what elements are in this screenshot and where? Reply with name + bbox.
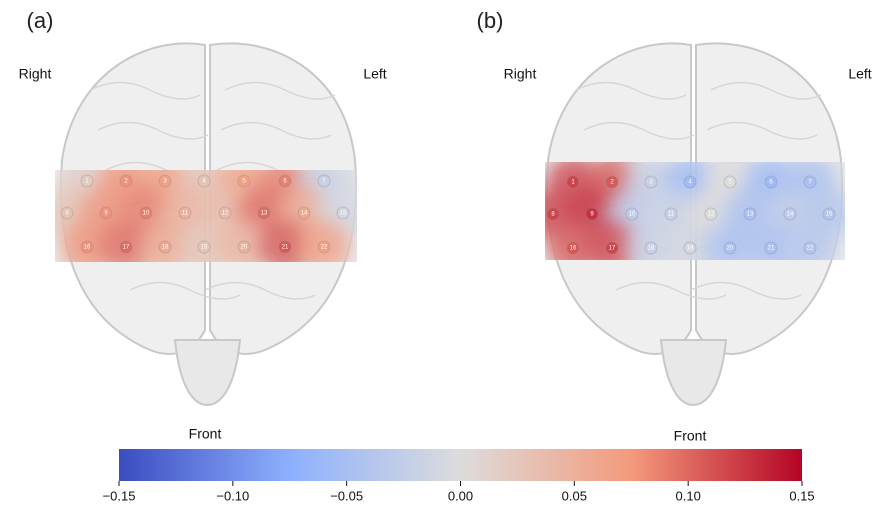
channel-label: 22 bbox=[321, 245, 328, 251]
channel-label: 10 bbox=[629, 212, 636, 218]
channel-label: 11 bbox=[668, 212, 675, 218]
colorbar-tick-label: 0.10 bbox=[676, 488, 701, 503]
heatmap bbox=[527, 156, 855, 274]
colorbar-tick-label: 0.15 bbox=[789, 488, 814, 503]
channel-label: 12 bbox=[222, 211, 229, 217]
channel-label: 11 bbox=[182, 211, 189, 217]
channel-label: 13 bbox=[261, 211, 268, 217]
heatmap bbox=[41, 155, 369, 273]
channel-label: 17 bbox=[123, 245, 130, 251]
brainstem bbox=[661, 340, 726, 405]
channel-label: 17 bbox=[609, 246, 616, 252]
channel-label: 16 bbox=[570, 246, 577, 252]
channel-label: 19 bbox=[687, 246, 694, 252]
panel-label: (b) bbox=[477, 8, 504, 33]
colorbar-tick-label: 0.00 bbox=[448, 488, 473, 503]
channel-label: 14 bbox=[301, 211, 308, 217]
colorbar-tick-label: −0.15 bbox=[103, 488, 136, 503]
colorbar-tick-label: 0.05 bbox=[562, 488, 587, 503]
channel-label: 15 bbox=[826, 212, 833, 218]
figure: 12345678910111213141516171819202122(a)Ri… bbox=[0, 0, 880, 512]
panel-label: (a) bbox=[27, 8, 54, 33]
brainstem bbox=[175, 340, 240, 405]
channel-label: 18 bbox=[162, 245, 169, 251]
channel-label: 21 bbox=[768, 246, 775, 252]
channel-label: 16 bbox=[84, 245, 91, 251]
front-label: Front bbox=[674, 428, 707, 444]
side-label: Right bbox=[19, 66, 52, 82]
channel-label: 12 bbox=[708, 212, 715, 218]
colorbar bbox=[119, 449, 802, 481]
side-label: Left bbox=[363, 66, 386, 82]
colorbar-tick-label: −0.10 bbox=[216, 488, 249, 503]
channel-label: 13 bbox=[747, 212, 754, 218]
channel-label: 20 bbox=[241, 245, 248, 251]
channel-label: 21 bbox=[282, 245, 289, 251]
channel-label: 14 bbox=[787, 212, 794, 218]
channel-label: 22 bbox=[807, 246, 814, 252]
channel-label: 10 bbox=[143, 211, 150, 217]
channel-label: 19 bbox=[201, 245, 208, 251]
channel-label: 18 bbox=[648, 246, 655, 252]
colorbar-tick-label: −0.05 bbox=[330, 488, 363, 503]
channel-label: 15 bbox=[340, 211, 347, 217]
channel-label: 20 bbox=[727, 246, 734, 252]
side-label: Right bbox=[504, 66, 537, 82]
side-label: Left bbox=[848, 66, 871, 82]
front-label: Front bbox=[189, 426, 222, 442]
